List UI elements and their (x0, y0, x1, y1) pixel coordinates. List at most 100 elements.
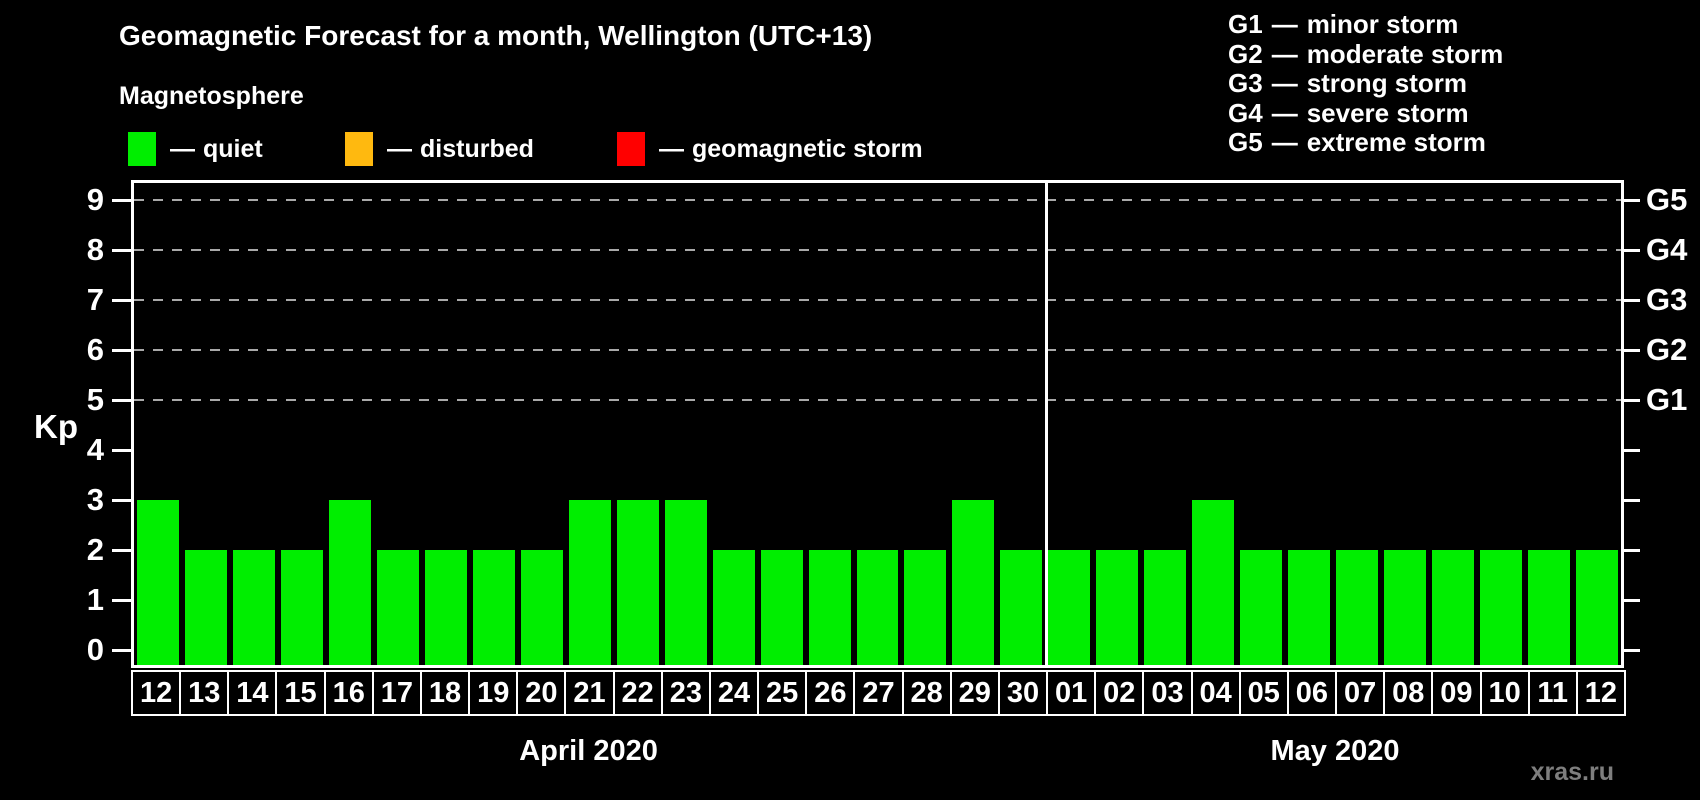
g-scale-label: G5 (1646, 182, 1688, 217)
kp-bar (664, 500, 707, 665)
storm-scale-code: G5 (1228, 127, 1263, 157)
kp-bar (1000, 550, 1043, 665)
month-label: May 2020 (1270, 735, 1400, 767)
gridline-kp9 (134, 199, 1621, 201)
legend-item-1: — disturbed (345, 132, 534, 166)
y-tick-left (112, 649, 131, 652)
day-label-cell: 28 (901, 670, 952, 716)
y-tick-label: 9 (86, 182, 104, 217)
storm-scale-label: extreme storm (1306, 127, 1486, 157)
y-tick-right (1621, 599, 1640, 602)
kp-bar (808, 550, 851, 665)
g-scale-label: G2 (1646, 332, 1688, 367)
kp-bar (1240, 550, 1283, 665)
gridline-kp8 (134, 249, 1621, 251)
day-label-cell: 06 (1286, 670, 1338, 716)
storm-scale-dash: — (1271, 127, 1298, 157)
y-tick-label: 5 (86, 382, 104, 417)
day-label-cell: 12 (131, 670, 182, 716)
y-tick-left (112, 399, 131, 402)
day-label-cell: 21 (564, 670, 615, 716)
y-tick-left (112, 249, 131, 252)
storm-scale-item: G4 — severe storm (1228, 97, 1503, 129)
gridline-kp7 (134, 299, 1621, 301)
y-tick-right (1621, 549, 1640, 552)
kp-bar (1528, 550, 1571, 665)
storm-scale-legend: G1 — minor storm G2 — moderate storm G3 — strong… (1228, 9, 1504, 158)
legend-dash: — (170, 134, 195, 163)
y-tick-label: 4 (86, 432, 104, 467)
day-label-cell: 24 (708, 670, 760, 716)
y-tick-right (1621, 399, 1640, 402)
g-scale-label: G1 (1646, 382, 1688, 417)
kp-bar (952, 500, 995, 665)
day-label-cell: 22 (612, 670, 663, 716)
day-label-cell: 29 (949, 670, 1000, 716)
kp-bar (376, 550, 419, 665)
y-tick-right (1621, 649, 1640, 652)
day-label-cell: 01 (1046, 670, 1097, 716)
kp-bar (904, 550, 947, 665)
kp-bar (616, 500, 659, 665)
storm-scale-code: G1 (1228, 9, 1263, 39)
kp-bar (280, 550, 323, 665)
day-label-cell: 20 (516, 670, 567, 716)
storm-scale-code: G4 (1228, 97, 1263, 128)
storm-scale-dash: — (1271, 68, 1298, 98)
storm-scale-label: moderate storm (1306, 38, 1504, 69)
legend-label-text: geomagnetic storm (692, 134, 923, 163)
kp-bar (1192, 500, 1235, 665)
y-tick-left (112, 499, 131, 502)
month-label: April 2020 (519, 735, 658, 767)
legend-label: — quiet (170, 135, 263, 164)
kp-bar (184, 550, 227, 665)
y-tick-left (112, 199, 131, 202)
kp-bar (232, 550, 275, 665)
chart-title: Geomagnetic Forecast for a month, Wellin… (119, 20, 873, 51)
storm-scale-label: minor storm (1306, 9, 1459, 39)
storm-scale-label: severe storm (1306, 97, 1469, 128)
kp-bar (1576, 550, 1618, 665)
storm-scale-label: strong storm (1306, 68, 1468, 98)
storm-scale-item: G3 — strong storm (1228, 68, 1503, 99)
g-scale-label: G4 (1646, 232, 1688, 267)
chart-subtitle: Magnetosphere (119, 82, 304, 110)
kp-bar (424, 550, 467, 665)
kp-bar (1432, 550, 1475, 665)
y-tick-right (1621, 299, 1640, 302)
kp-bar (1384, 550, 1427, 665)
y-tick-label: 3 (86, 482, 104, 517)
kp-bar (1048, 550, 1091, 665)
y-tick-left (112, 449, 131, 452)
day-label-cell: 23 (660, 670, 711, 716)
y-tick-label: 0 (86, 632, 104, 667)
day-label-cell: 18 (419, 670, 471, 716)
day-label-cell: 12 (1575, 670, 1626, 716)
day-label-cell: 04 (1190, 670, 1241, 716)
storm-scale-item: G5 — extreme storm (1228, 127, 1503, 158)
legend-label-text: disturbed (420, 134, 534, 163)
legend-label: — disturbed (387, 135, 534, 164)
gridline-kp6 (134, 349, 1621, 351)
day-label-cell: 02 (1094, 670, 1145, 716)
legend-swatch (617, 132, 645, 166)
kp-bar (760, 550, 803, 665)
day-label-cell: 17 (371, 670, 422, 716)
day-label-cell: 19 (468, 670, 519, 716)
kp-bar (137, 500, 179, 665)
kp-bar (1096, 550, 1139, 665)
legend-swatch (345, 132, 373, 166)
storm-scale-dash: — (1271, 9, 1298, 39)
y-tick-label: 8 (86, 232, 104, 267)
storm-scale-code: G3 (1228, 68, 1263, 98)
day-label-cell: 05 (1238, 670, 1289, 716)
day-label-cell: 16 (323, 670, 374, 716)
day-label-cell: 25 (757, 670, 808, 716)
day-label-cell: 10 (1479, 670, 1530, 716)
legend-swatch (128, 132, 156, 166)
day-label-cell: 11 (1527, 670, 1578, 716)
y-tick-label: 6 (86, 332, 104, 367)
kp-bar (712, 550, 755, 665)
legend-label-text: quiet (203, 134, 263, 163)
